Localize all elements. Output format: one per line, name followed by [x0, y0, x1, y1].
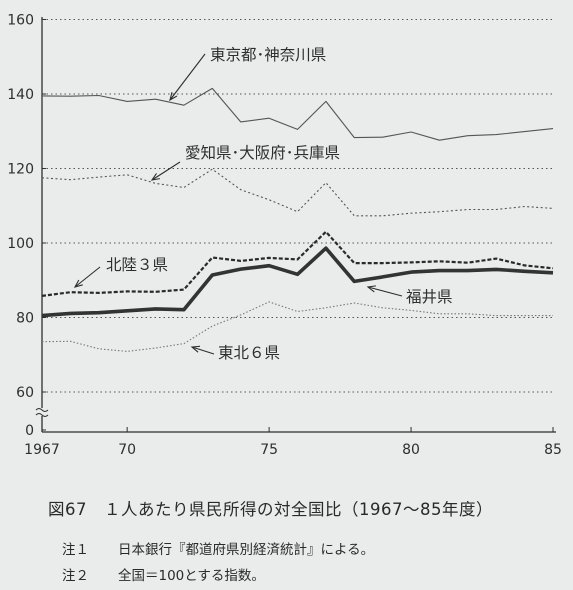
series-line-2 — [41, 230, 554, 297]
series-label-3: 福井県 — [406, 288, 453, 306]
series-lines — [41, 87, 554, 352]
leader-line-4 — [191, 346, 215, 355]
gridlines — [42, 19, 553, 393]
leader-arrowhead-2 — [73, 279, 83, 288]
y-tick-label: 0 — [25, 423, 34, 439]
leader-line-2 — [74, 266, 101, 288]
y-tick-label: 120 — [7, 162, 34, 178]
leader-arrowhead-3 — [366, 285, 376, 293]
note-1-label: 注１ — [62, 542, 89, 558]
leader-arrowhead-1 — [150, 173, 160, 181]
series-label-0: 東京都･神奈川県 — [210, 46, 326, 64]
series-line-4 — [41, 301, 553, 352]
leader-arrowhead-4 — [190, 345, 201, 353]
figure-caption: 図67 １人あたり県民所得の対全国比（1967〜85年度） — [48, 500, 493, 519]
y-tick-label: 60 — [16, 385, 34, 401]
x-tick-label: 85 — [544, 442, 562, 458]
series-line-3 — [41, 246, 554, 318]
axes: 160 140 120 100 80 60 0 1967 70 75 80 85 — [7, 13, 562, 459]
leader-line-3 — [367, 286, 403, 297]
x-tick-label: 80 — [402, 442, 420, 458]
note-2-label: 注２ — [62, 568, 89, 584]
leader-arrowhead-0 — [169, 92, 178, 102]
note-1-text: 日本銀行『都道府県別経済統計』による。 — [118, 542, 375, 558]
y-tick-label: 160 — [7, 13, 34, 29]
axis-break-mark-lower — [35, 413, 49, 417]
x-tick-label: 75 — [260, 442, 278, 458]
axis-break-mark-upper — [35, 408, 49, 412]
note-1: 注１ 日本銀行『都道府県別経済統計』による。 — [62, 538, 374, 558]
series-line-0 — [41, 87, 554, 141]
note-2-text: 全国＝100とする指数。 — [118, 568, 265, 584]
series-line-1 — [41, 168, 554, 217]
axis-break-gap — [37, 408, 47, 416]
x-tick-label: 70 — [118, 442, 136, 458]
y-tick-label: 140 — [7, 87, 34, 103]
series-label-1: 愛知県･大阪府･兵庫県 — [185, 144, 340, 162]
leader-line-0 — [169, 53, 206, 101]
note-2: 注２ 全国＝100とする指数。 — [62, 564, 265, 584]
x-tick-label: 1967 — [24, 442, 60, 458]
leader-line-1 — [151, 161, 181, 181]
series-label-2: 北陸３県 — [106, 256, 168, 274]
y-tick-label: 80 — [16, 311, 34, 327]
series-label-4: 東北６県 — [218, 344, 280, 362]
y-tick-label: 100 — [7, 236, 34, 252]
